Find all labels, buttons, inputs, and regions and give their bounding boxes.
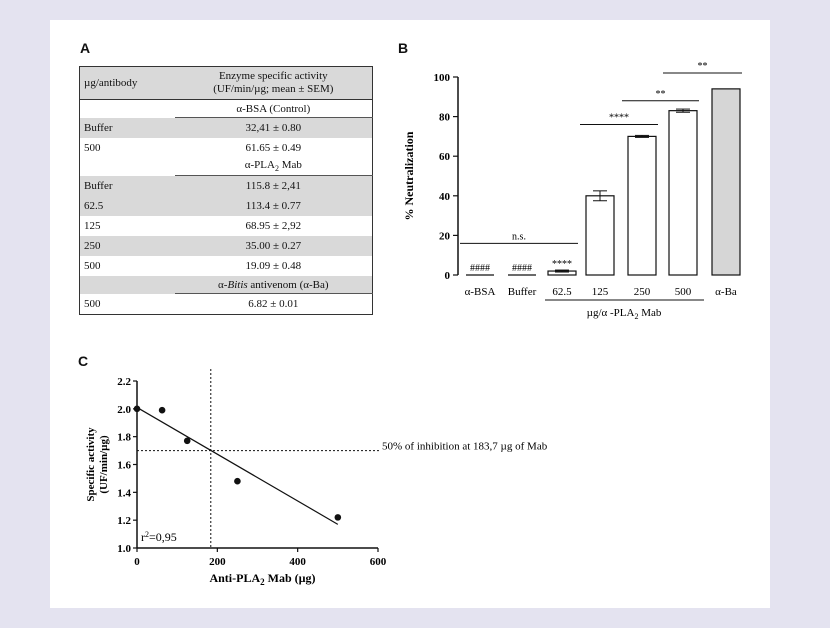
significance-label: ** [698, 61, 708, 72]
data-point [334, 514, 342, 521]
table-row: 125 68.95 ± 2,92 [80, 216, 373, 236]
y-tick-label: 2.2 [117, 376, 131, 388]
data-point [158, 406, 166, 414]
enzyme-activity-table: µg/antibody Enzyme specific activity (UF… [79, 66, 373, 315]
y-tick-label: 0 [445, 270, 451, 282]
table-row: 62.5 113.4 ± 0.77 [79, 196, 373, 216]
x-tick-label: 250 [634, 286, 651, 298]
x-tick-label: Buffer [508, 286, 537, 298]
r-squared-label: r2=0,95 [141, 530, 177, 544]
y-tick-label: 100 [434, 72, 451, 84]
group-row-pla2: α-PLA2 Mab [80, 158, 373, 176]
row-label: 125 [84, 220, 101, 232]
table-row: 500 6.82 ± 0.01 [80, 294, 373, 315]
group-label: µg/α -PLA2 Mab [587, 307, 662, 321]
panel-label-a: A [80, 40, 91, 56]
table-header-row: µg/antibody Enzyme specific activity (UF… [79, 66, 373, 100]
group-title-bsa: α-BSA (Control) [174, 99, 373, 118]
panel-label-b: B [398, 40, 409, 56]
bar [627, 135, 657, 276]
group-row-bitis: α-Bitis antivenom (α-Ba) [79, 276, 373, 294]
bar [711, 88, 741, 276]
row-value: 32,41 ± 0.80 [174, 117, 373, 138]
x-axis-label-part: Anti-PLA [209, 571, 260, 585]
y-tick-label: 2.0 [117, 404, 131, 416]
row-value: 113.4 ± 0.77 [174, 196, 373, 216]
y-axis-label-line2: (UF/min/µg) [98, 435, 110, 494]
row-value: 6.82 ± 0.01 [248, 298, 299, 310]
x-tick-label: 62.5 [552, 286, 572, 298]
significance-label: ** [656, 89, 666, 100]
x-axis-label-part: 2 [260, 577, 265, 587]
row-label: 62.5 [79, 196, 175, 216]
x-tick-label: 200 [209, 556, 226, 568]
row-label: 500 [84, 297, 101, 310]
header-activity-line1: Enzyme specific activity [218, 70, 328, 82]
row-label: 500 [84, 142, 101, 154]
x-axis-label: Anti-PLA2 Mab (µg) [209, 571, 315, 587]
x-axis-label-part: Mab (µg) [265, 571, 316, 585]
group-label-part: µg/α -PLA [587, 307, 635, 319]
x-tick-label: 500 [675, 286, 692, 298]
y-tick-label: 1.0 [117, 543, 131, 555]
row-value: 19.09 ± 0.48 [245, 260, 302, 272]
significance-label: n.s. [512, 231, 526, 242]
panel-label-c: C [78, 353, 89, 369]
header-activity-line2: (UF/min/µg; mean ± SEM) [213, 83, 334, 95]
bar [668, 110, 698, 276]
bar-annotation: **** [552, 259, 572, 270]
x-tick-label: 400 [289, 556, 306, 568]
significance-label: **** [609, 113, 629, 124]
table-row: Buffer 115.8 ± 2,41 [79, 175, 373, 196]
group-label-part: Mab [638, 307, 661, 319]
row-value: 115.8 ± 2,41 [174, 175, 373, 196]
row-value: 68.95 ± 2,92 [245, 220, 302, 232]
row-label: Buffer [79, 117, 175, 138]
inhibition-annotation: 50% of inhibition at 183,7 µg of Mab [382, 441, 548, 453]
x-tick-label: 125 [592, 286, 609, 298]
y-tick-label: 40 [439, 191, 451, 203]
y-axis-label-line1: Specific activity [85, 427, 97, 502]
group-title-pla2: α-PLA2 Mab [174, 158, 373, 176]
group-label-sub: 2 [634, 312, 638, 321]
y-tick-label: 80 [439, 112, 451, 124]
group-title-bitis: α-Bitis antivenom (α-Ba) [174, 276, 373, 294]
data-point [234, 477, 241, 485]
x-tick-label: 600 [370, 556, 387, 568]
y-tick-label: 60 [439, 151, 451, 163]
x-tick-label: α-BSA [465, 286, 496, 298]
row-label: 500 [84, 260, 101, 272]
data-point [183, 437, 191, 445]
x-tick-label: 0 [134, 556, 140, 568]
bar [585, 195, 615, 276]
header-antibody: µg/antibody [79, 66, 175, 100]
group-row-bsa: α-BSA (Control) [80, 99, 373, 118]
y-tick-label: 1.6 [117, 460, 131, 472]
y-tick-label: 1.4 [117, 487, 131, 499]
row-label: Buffer [79, 175, 175, 196]
row-value: 61.65 ± 0.49 [245, 142, 302, 154]
header-activity: Enzyme specific activity (UF/min/µg; mea… [174, 66, 373, 100]
r-squared-part: 2 [145, 530, 149, 539]
r-squared-part: =0,95 [149, 530, 177, 544]
y-tick-label: 1.8 [117, 432, 131, 444]
y-axis-label: % Neutralization [402, 131, 416, 220]
row-label: 250 [79, 236, 175, 256]
bar-annotation: #### [512, 263, 532, 274]
table-row: 500 19.09 ± 0.48 [80, 256, 373, 276]
x-tick-label: α-Ba [715, 286, 737, 298]
fit-line [136, 406, 339, 525]
r-squared-part: r [141, 530, 145, 544]
table-row: Buffer 32,41 ± 0.80 [79, 117, 373, 138]
bar-annotation: #### [470, 263, 490, 274]
data-point [133, 405, 141, 413]
table-row: 500 61.65 ± 0.49 [80, 138, 373, 158]
row-value: 35.00 ± 0.27 [174, 236, 373, 256]
y-tick-label: 20 [439, 230, 451, 242]
y-tick-label: 1.2 [117, 515, 131, 527]
table-row: 250 35.00 ± 0.27 [79, 236, 373, 256]
